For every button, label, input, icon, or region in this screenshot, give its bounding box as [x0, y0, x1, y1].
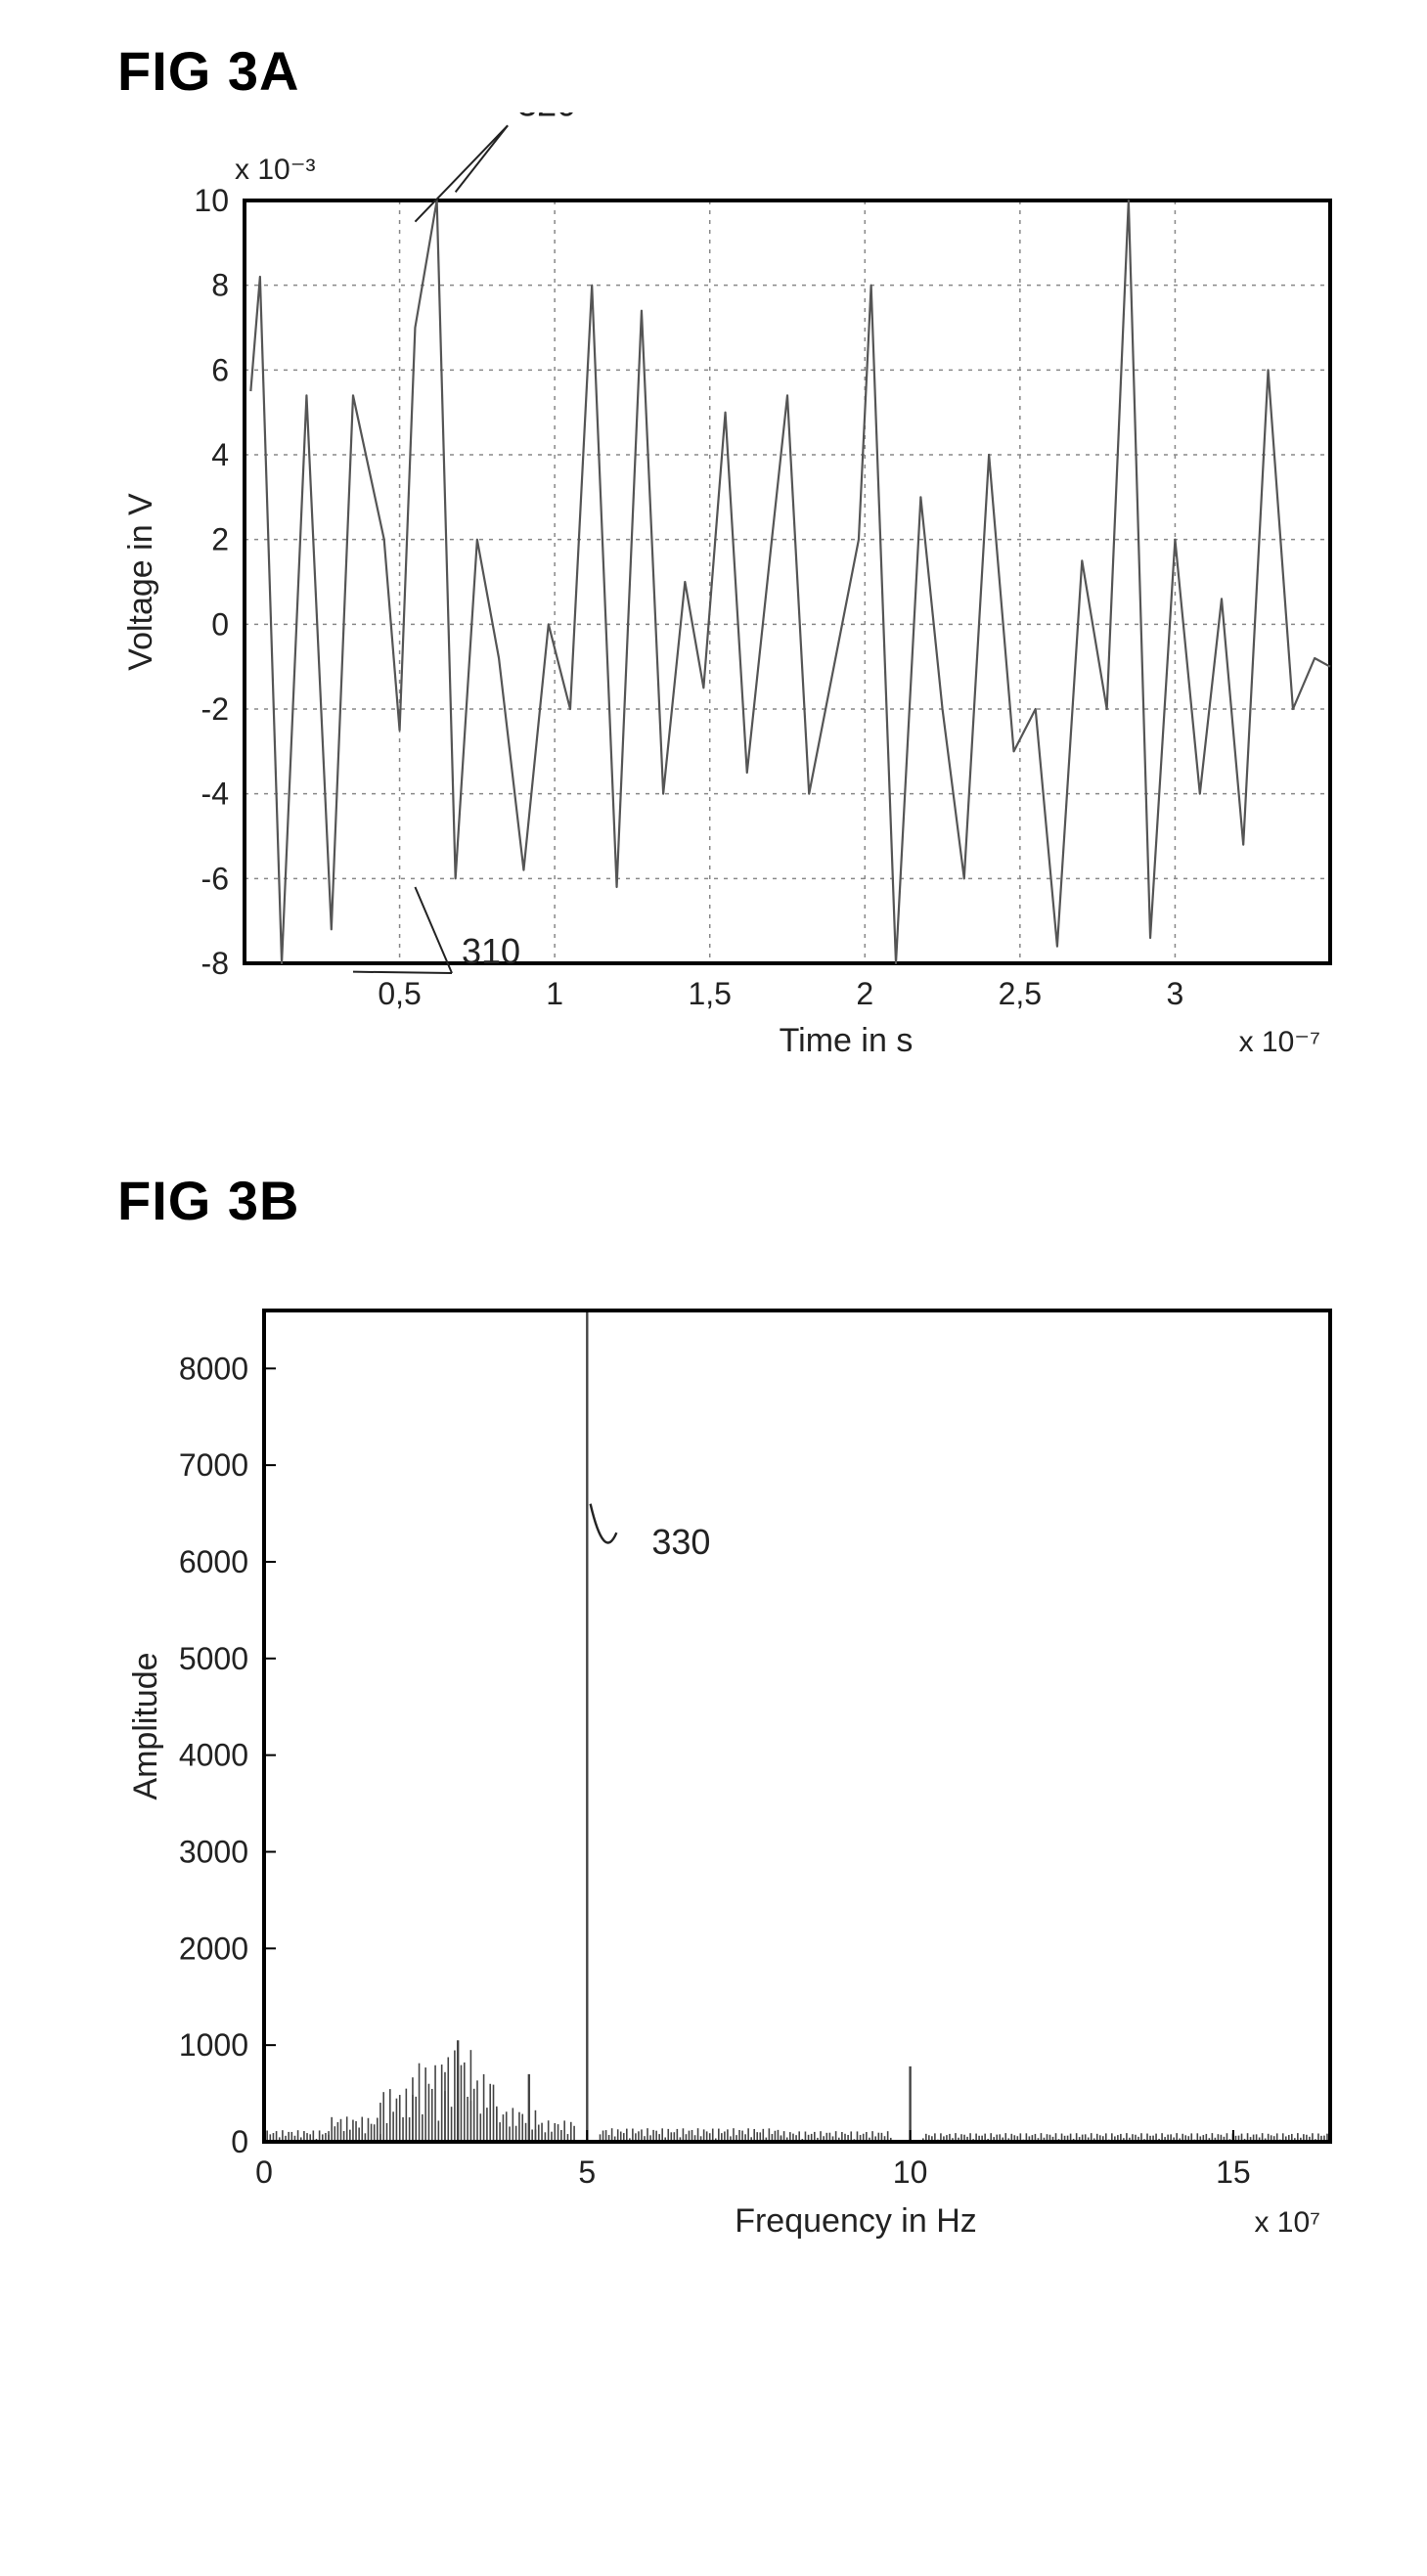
- svg-text:5000: 5000: [179, 1641, 248, 1676]
- figure-3b: FIG 3B 0 5 10 15 0 1000 2000 3000 4000 5000 6000 70…: [39, 1169, 1388, 2269]
- svg-text:10: 10: [893, 2154, 928, 2190]
- svg-text:2: 2: [856, 976, 873, 1011]
- svg-text:8: 8: [211, 268, 229, 303]
- svg-text:1: 1: [546, 976, 563, 1011]
- svg-text:-2: -2: [201, 691, 229, 727]
- svg-text:15: 15: [1216, 2154, 1251, 2190]
- fig-3a-chart: 0,5 1 1,5 2 2,5 3 -8 -6 -4 -2 0 2 4 6 8 10 Time in s Volt…: [98, 112, 1388, 1090]
- fig-3b-title: FIG 3B: [117, 1169, 1388, 1232]
- svg-text:0: 0: [231, 2124, 248, 2159]
- svg-text:x 10⁻⁷: x 10⁻⁷: [1239, 1026, 1320, 1058]
- svg-text:2: 2: [211, 522, 229, 557]
- svg-text:310: 310: [462, 931, 520, 971]
- fig-3a-title: FIG 3A: [117, 39, 1388, 103]
- svg-text:3000: 3000: [179, 1834, 248, 1869]
- svg-text:10: 10: [194, 183, 229, 218]
- svg-text:-8: -8: [201, 946, 229, 981]
- svg-text:5: 5: [578, 2154, 596, 2190]
- fig-3b-chart: 0 5 10 15 0 1000 2000 3000 4000 5000 6000 7000 8000 F…: [98, 1242, 1388, 2269]
- svg-text:Frequency in Hz: Frequency in Hz: [735, 2202, 977, 2240]
- svg-text:1,5: 1,5: [688, 976, 731, 1011]
- svg-text:0: 0: [211, 606, 229, 642]
- svg-text:6: 6: [211, 352, 229, 387]
- svg-text:8000: 8000: [179, 1351, 248, 1386]
- svg-text:320: 320: [517, 112, 576, 123]
- svg-text:330: 330: [651, 1522, 710, 1562]
- svg-text:x 10⁻³: x 10⁻³: [235, 154, 316, 186]
- svg-text:Time in s: Time in s: [780, 1022, 914, 1059]
- svg-text:x 10⁷: x 10⁷: [1254, 2206, 1320, 2239]
- svg-text:4000: 4000: [179, 1738, 248, 1773]
- svg-text:6000: 6000: [179, 1544, 248, 1579]
- fig-3b-svg: 0 5 10 15 0 1000 2000 3000 4000 5000 6000 7000 8000 F…: [98, 1242, 1369, 2269]
- svg-text:4: 4: [211, 437, 229, 472]
- svg-text:-4: -4: [201, 777, 229, 812]
- svg-text:Voltage in V: Voltage in V: [122, 493, 159, 671]
- svg-text:1000: 1000: [179, 2027, 248, 2063]
- figure-3a: FIG 3A 0,5 1 1,5 2 2,5 3 -8 -6 -4 -2 0 2 4 6 8 10 Time i…: [39, 39, 1388, 1090]
- svg-text:0: 0: [255, 2154, 273, 2190]
- svg-text:Amplitude: Amplitude: [127, 1652, 164, 1799]
- svg-text:2,5: 2,5: [999, 976, 1042, 1011]
- svg-text:-6: -6: [201, 861, 229, 896]
- svg-text:2000: 2000: [179, 1931, 248, 1966]
- svg-text:3: 3: [1167, 976, 1184, 1011]
- svg-text:7000: 7000: [179, 1447, 248, 1483]
- svg-text:0,5: 0,5: [378, 976, 421, 1011]
- fig-3a-svg: 0,5 1 1,5 2 2,5 3 -8 -6 -4 -2 0 2 4 6 8 10 Time in s Volt…: [98, 112, 1369, 1090]
